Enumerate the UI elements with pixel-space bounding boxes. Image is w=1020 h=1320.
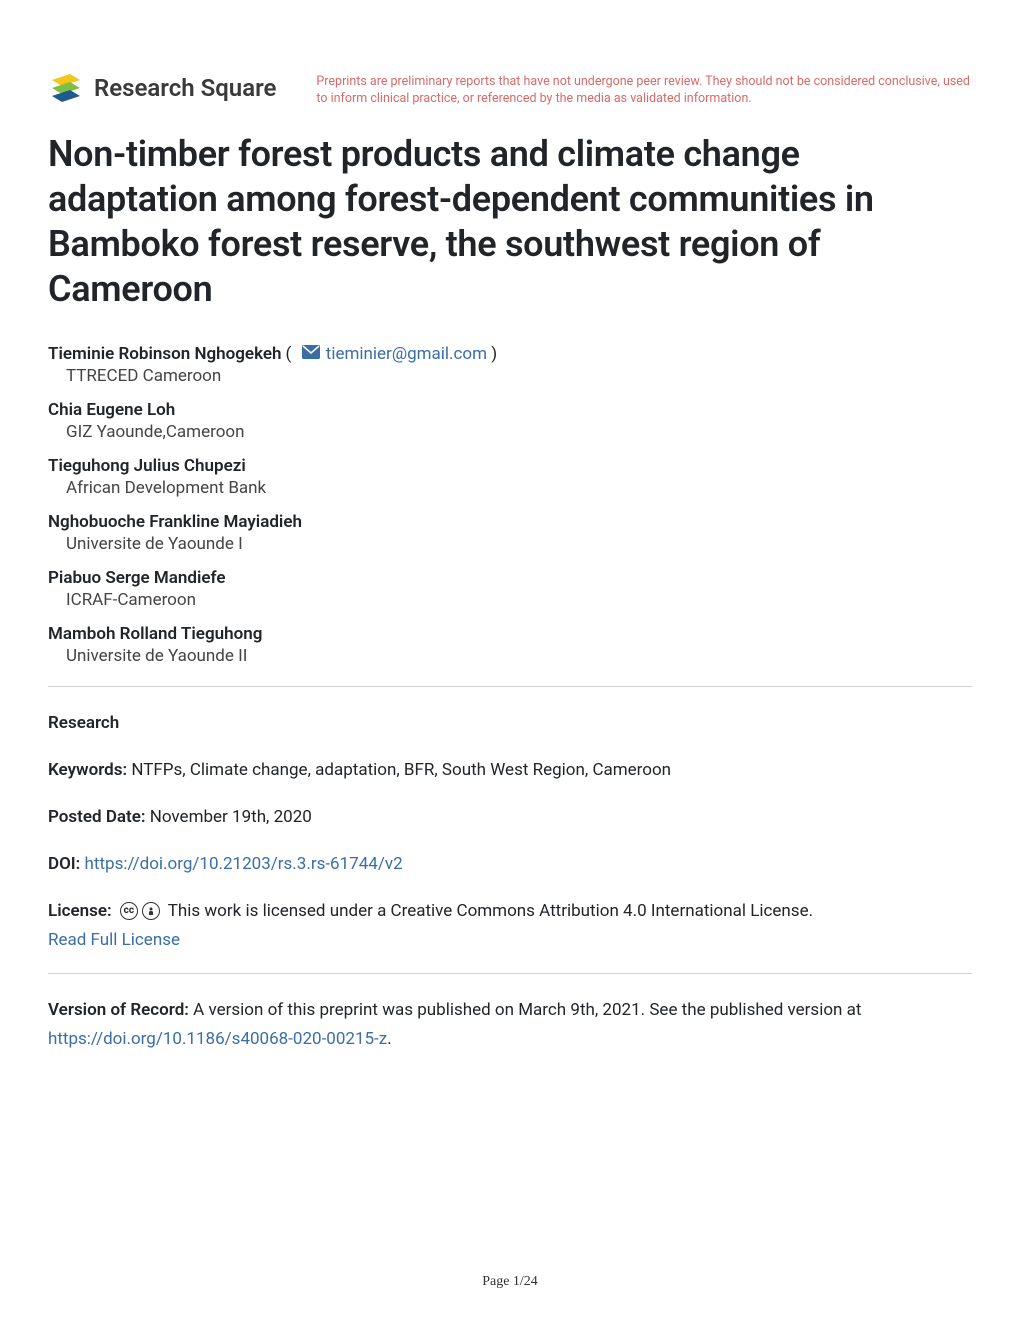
author-affiliation: African Development Bank [66,478,972,498]
author-affiliation: ICRAF-Cameroon [66,590,972,610]
author-affiliation: Universite de Yaounde I [66,534,972,554]
author-name: Piabuo Serge Mandiefe [48,568,226,588]
divider [48,686,972,687]
article-type-label: Research [48,713,119,733]
license-text: This work is licensed under a Creative C… [168,901,813,921]
author-affiliation: Universite de Yaounde II [66,646,972,666]
keywords-label: Keywords: [48,760,127,780]
brand-logo[interactable]: Research Square [48,70,276,106]
authors-section: Tieminie Robinson Nghogekeh ( tieminier@… [48,344,972,667]
author-entry: Tieminie Robinson Nghogekeh ( tieminier@… [48,344,972,387]
license-row: License: cc This work is licensed under … [48,897,972,955]
author-entry: Nghobuoche Frankline Mayiadieh Universit… [48,512,972,554]
author-name: Chia Eugene Loh [48,400,175,420]
envelope-icon [302,344,320,364]
version-link[interactable]: https://doi.org/10.1186/s40068-020-00215… [48,1029,387,1049]
doi-link[interactable]: https://doi.org/10.21203/rs.3.rs-61744/v… [85,854,403,874]
author-email-link[interactable]: tieminier@gmail.com [326,344,487,364]
author-affiliation: TTRECED Cameroon [66,366,972,386]
corresponding-marker: ( tieminier@gmail.com ) [286,344,498,364]
doi-row: DOI: https://doi.org/10.21203/rs.3.rs-61… [48,850,972,879]
paper-title: Non-timber forest products and climate c… [48,132,972,312]
posted-date-row: Posted Date: November 19th, 2020 [48,803,972,832]
author-entry: Piabuo Serge Mandiefe ICRAF-Cameroon [48,568,972,610]
author-entry: Tieguhong Julius Chupezi African Develop… [48,456,972,498]
keywords-row: Keywords: NTFPs, Climate change, adaptat… [48,756,972,785]
posted-date-value: November 19th, 2020 [150,807,312,827]
cc-icon: cc [120,902,138,920]
author-entry: Mamboh Rolland Tieguhong Universite de Y… [48,624,972,666]
license-label: License: [48,901,112,921]
research-square-icon [48,70,84,106]
author-name: Tieminie Robinson Nghogekeh [48,344,282,364]
author-affiliation: GIZ Yaounde,Cameroon [66,422,972,442]
version-row: Version of Record: A version of this pre… [48,996,972,1054]
divider [48,973,972,974]
page-footer: Page 1/24 [0,1274,1020,1290]
article-type: Research [48,709,972,738]
author-name: Mamboh Rolland Tieguhong [48,624,262,644]
version-text-pre: A version of this preprint was published… [193,1000,861,1020]
keywords-value: NTFPs, Climate change, adaptation, BFR, … [131,760,671,780]
doi-label: DOI: [48,854,80,874]
version-text-post: . [387,1029,391,1049]
header-row: Research Square Preprints are preliminar… [48,70,972,108]
posted-date-label: Posted Date: [48,807,146,827]
version-label: Version of Record: [48,1000,189,1020]
cc-by-icon [142,902,160,920]
author-name: Tieguhong Julius Chupezi [48,456,246,476]
author-name: Nghobuoche Frankline Mayiadieh [48,512,302,532]
metadata-section: Research Keywords: NTFPs, Climate change… [48,709,972,954]
cc-icons: cc [120,902,160,920]
brand-name: Research Square [94,74,276,102]
license-link[interactable]: Read Full License [48,930,180,950]
version-section: Version of Record: A version of this pre… [48,996,972,1054]
disclaimer-text: Preprints are preliminary reports that h… [316,70,972,108]
author-entry: Chia Eugene Loh GIZ Yaounde,Cameroon [48,400,972,442]
